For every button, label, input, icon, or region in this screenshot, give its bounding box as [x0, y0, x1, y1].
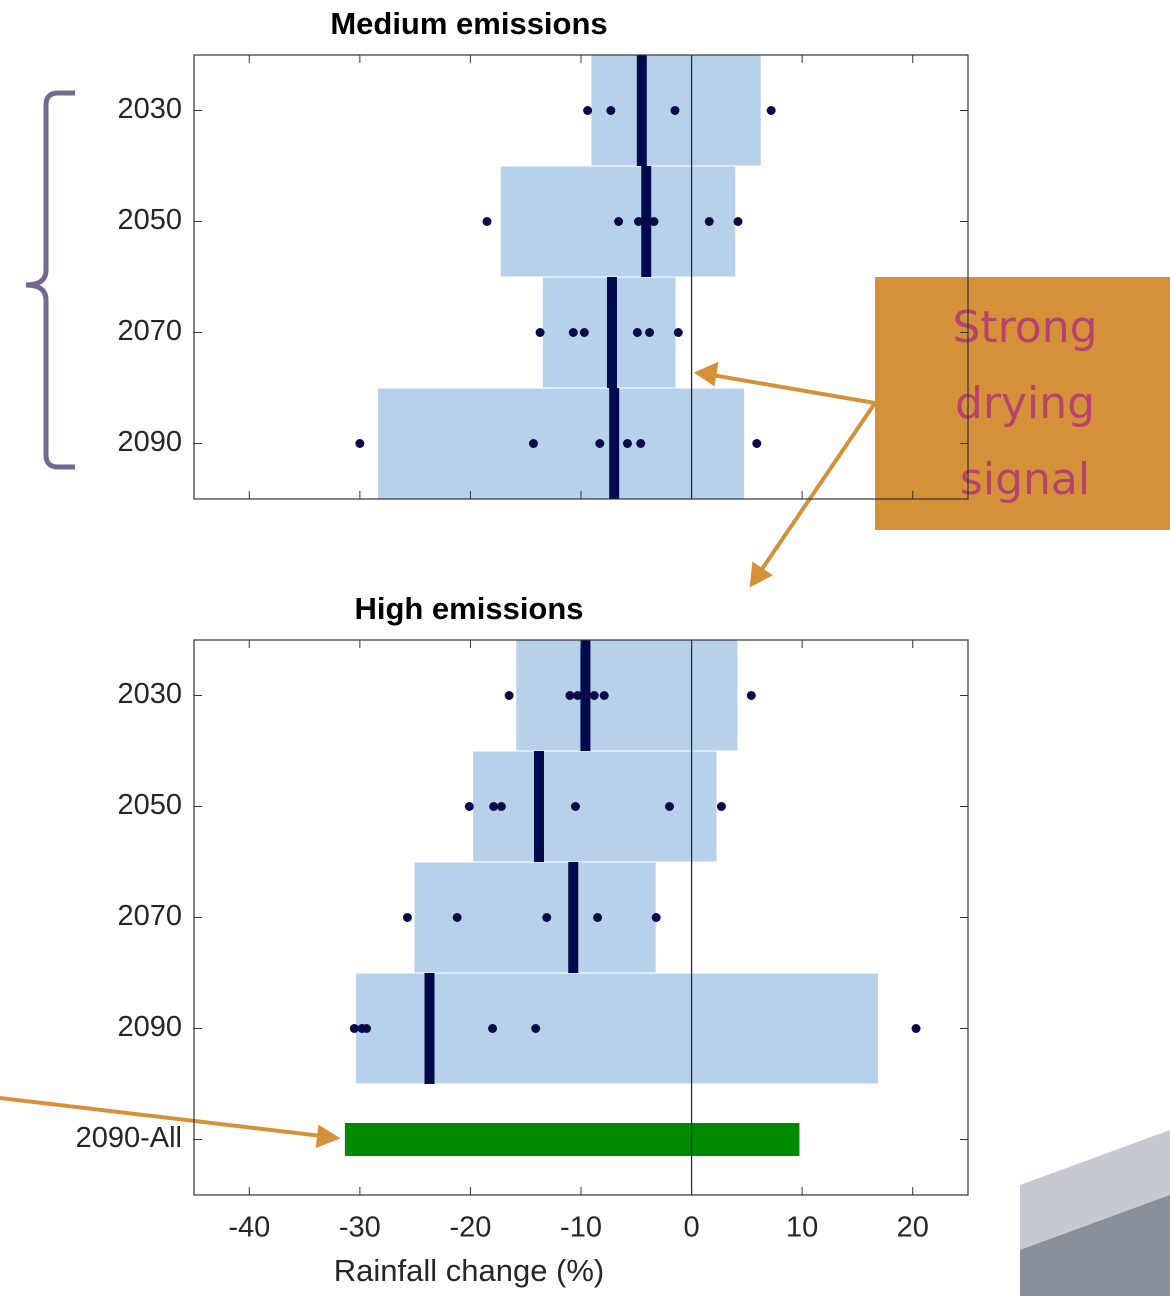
model-point — [488, 1024, 497, 1033]
figure: Strong drying signal Medium emissions 2030 2… — [0, 0, 1170, 1296]
model-point — [489, 802, 498, 811]
model-point — [536, 328, 545, 337]
model-point — [633, 328, 642, 337]
y-tick-label: 2090 — [117, 1011, 182, 1043]
model-point — [362, 1024, 371, 1033]
model-point — [665, 802, 674, 811]
range-bar — [473, 751, 717, 862]
range-bar — [516, 640, 738, 751]
y-tick-label: 2090 — [117, 426, 182, 458]
panel: High emissions 2030 2050 2070 2090 2090-All -4… — [76, 591, 968, 1288]
annotation-line: Strong — [952, 302, 1097, 353]
panel-title: High emissions — [354, 591, 583, 626]
model-point — [583, 106, 592, 115]
model-point — [912, 1024, 921, 1033]
median-bar — [607, 277, 617, 388]
median-bar — [425, 973, 435, 1084]
y-tick-label: 2050 — [117, 204, 182, 236]
model-point — [747, 691, 756, 700]
model-point — [717, 802, 726, 811]
brace — [26, 93, 75, 467]
model-point — [569, 328, 578, 337]
page: Strong drying signal Medium emissions 2030 2… — [0, 0, 1170, 1296]
range-bar — [414, 862, 656, 973]
y-tick-label: 2050 — [117, 789, 182, 821]
panel: Medium emissions 2030 2050 2070 2090 — [117, 6, 968, 499]
model-point — [403, 913, 412, 922]
x-tick-label: -40 — [228, 1212, 270, 1244]
median-bar — [609, 388, 619, 499]
annotation-line: drying — [955, 378, 1095, 429]
model-point — [767, 106, 776, 115]
y-tick-label: 2090-All — [76, 1122, 182, 1154]
model-point — [734, 217, 743, 226]
model-point — [542, 913, 551, 922]
model-point — [571, 802, 580, 811]
arrow-head — [698, 365, 716, 383]
model-point — [581, 691, 590, 700]
model-point — [531, 1024, 540, 1033]
arrow-head — [752, 565, 769, 584]
model-point — [752, 439, 761, 448]
model-point — [670, 106, 679, 115]
model-point — [505, 691, 514, 700]
median-bar — [637, 55, 647, 166]
y-tick-label: 2070 — [117, 315, 182, 347]
model-point — [674, 328, 683, 337]
median-bar — [534, 751, 544, 862]
model-point — [590, 691, 599, 700]
x-axis-label: Rainfall change (%) — [334, 1253, 605, 1288]
x-tick-label: 0 — [684, 1212, 700, 1244]
model-point — [593, 913, 602, 922]
y-tick-label: 2030 — [117, 678, 182, 710]
model-point — [652, 913, 661, 922]
model-point — [636, 439, 645, 448]
model-point — [573, 691, 582, 700]
model-point — [529, 439, 538, 448]
panel-title: Medium emissions — [330, 6, 607, 41]
model-point — [350, 1024, 359, 1033]
range-bar — [378, 388, 745, 499]
x-tick-label: -30 — [339, 1212, 381, 1244]
model-point — [642, 217, 651, 226]
x-tick-label: -20 — [449, 1212, 491, 1244]
x-tick-label: 20 — [897, 1212, 929, 1244]
model-point — [623, 439, 632, 448]
arrow — [760, 403, 875, 572]
model-point — [465, 802, 474, 811]
model-point — [565, 691, 574, 700]
range-bar — [344, 1123, 800, 1157]
model-point — [483, 217, 492, 226]
model-point — [580, 328, 589, 337]
model-point — [649, 217, 658, 226]
model-point — [595, 439, 604, 448]
annotation-line: signal — [960, 454, 1090, 505]
model-point — [614, 217, 623, 226]
y-tick-label: 2030 — [117, 93, 182, 125]
model-point — [606, 106, 615, 115]
median-bar — [568, 862, 578, 973]
model-point — [634, 217, 643, 226]
y-tick-label: 2070 — [117, 900, 182, 932]
x-tick-label: -10 — [560, 1212, 602, 1244]
model-point — [453, 913, 462, 922]
model-point — [645, 328, 654, 337]
model-point — [705, 217, 714, 226]
model-point — [497, 802, 506, 811]
model-point — [355, 439, 364, 448]
x-tick-label: 10 — [786, 1212, 818, 1244]
arrow-head — [318, 1128, 336, 1145]
annotation: Strong drying signal — [952, 302, 1097, 505]
model-point — [600, 691, 609, 700]
